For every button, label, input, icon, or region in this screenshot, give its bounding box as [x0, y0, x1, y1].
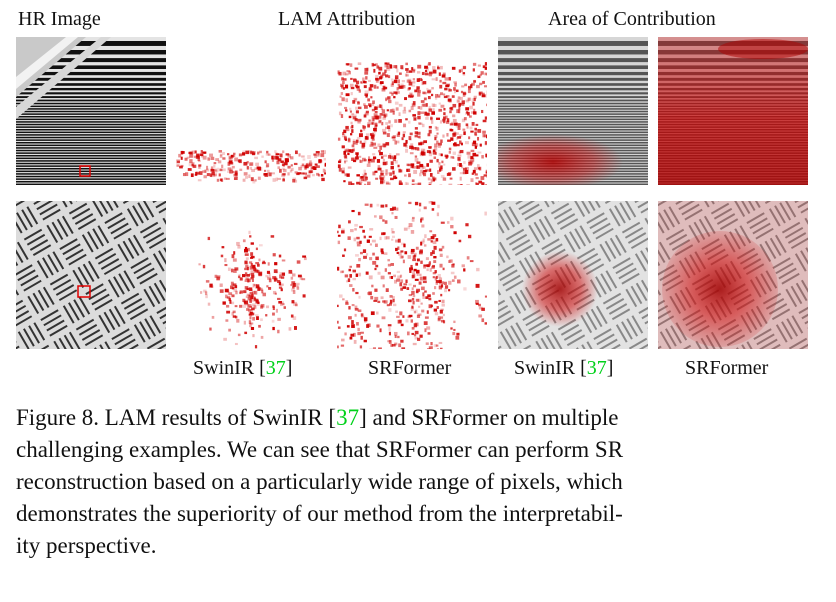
- label-swinir-area: SwinIR [37]: [514, 357, 614, 379]
- caption-line-4: demonstrates the superiority of our meth…: [16, 501, 623, 526]
- hr-image-building-stripes: [16, 37, 166, 185]
- caption-line-3: reconstruction based on a particularly w…: [16, 469, 623, 494]
- citation-link[interactable]: 37: [586, 357, 607, 379]
- method-name: SwinIR: [193, 357, 255, 379]
- lam-srformer-tiles: [337, 201, 487, 349]
- area-srformer-tiles: [658, 201, 808, 349]
- caption-line-5: ity perspective.: [16, 533, 157, 558]
- lam-srformer-stripes: [337, 37, 487, 185]
- lam-swinir-stripes: [176, 37, 326, 185]
- caption-line-2: challenging examples. We can see that SR…: [16, 437, 624, 462]
- label-srformer-area: SRFormer: [685, 357, 769, 379]
- area-of-contribution-header: Area of Contribution: [548, 8, 716, 30]
- citation-link[interactable]: 37: [336, 405, 360, 430]
- method-name: SwinIR: [514, 357, 576, 379]
- caption-line-1: Figure 8. LAM results of SwinIR [37] and…: [16, 405, 619, 430]
- label-srformer-lam: SRFormer: [368, 357, 452, 379]
- hr-image-diagonal-tiles: [16, 201, 166, 349]
- lam-swinir-tiles: [176, 201, 326, 349]
- hr-image-header: HR Image: [18, 8, 101, 30]
- area-swinir-stripes: [498, 37, 648, 185]
- region-marker: [79, 165, 91, 177]
- region-marker: [77, 285, 91, 298]
- lam-attribution-header: LAM Attribution: [278, 8, 416, 30]
- area-srformer-stripes: [658, 37, 808, 185]
- label-swinir-lam: SwinIR [37]: [193, 357, 293, 379]
- area-swinir-tiles: [498, 201, 648, 349]
- citation-link[interactable]: 37: [265, 357, 286, 379]
- figure-caption: Figure 8. LAM results of SwinIR [37] and…: [16, 402, 822, 562]
